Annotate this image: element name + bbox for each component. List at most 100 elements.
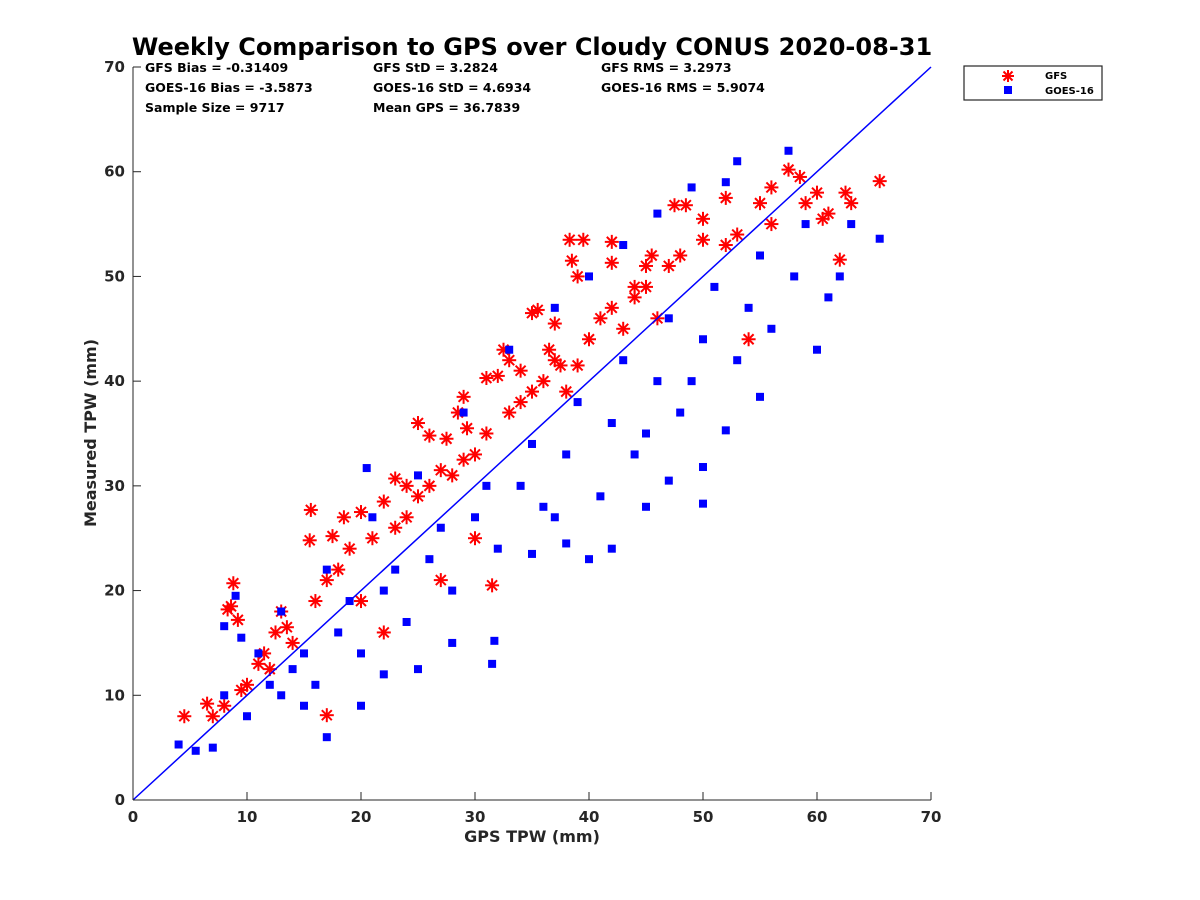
one-to-one-line	[132, 66, 932, 801]
goes16-point	[277, 691, 286, 700]
goes16-point	[699, 499, 707, 508]
gfs-point	[542, 342, 557, 357]
gfs-point	[479, 426, 494, 441]
gfs-point	[399, 478, 414, 493]
gfs-point	[764, 180, 779, 195]
gfs-point	[251, 656, 266, 671]
stat-goes-bias: GOES-16 Bias = -3.5873	[145, 80, 313, 95]
gfs-point	[604, 300, 619, 315]
gfs-point	[331, 562, 346, 577]
gfs-point	[411, 416, 425, 431]
y-tick-label: 50	[104, 267, 125, 285]
gfs-point	[303, 502, 318, 517]
goes16-point	[562, 539, 571, 548]
y-axis-ticks: 0 10 20 30 40 50 60 70	[104, 58, 141, 809]
gfs-point	[593, 311, 608, 326]
goes16-point	[756, 251, 764, 260]
gfs-point	[456, 389, 471, 404]
gfs-point	[547, 353, 562, 368]
goes16-point	[288, 665, 297, 674]
goes16-point	[607, 544, 616, 553]
goes16-point	[619, 356, 628, 365]
goes16-point	[801, 220, 810, 229]
goes16-point	[664, 314, 673, 323]
stat-goes-std: GOES-16 StD = 4.6934	[373, 80, 531, 95]
goes16-point	[653, 209, 662, 218]
stat-gfs-std: GFS StD = 3.2824	[373, 60, 498, 75]
goes16-point	[505, 345, 514, 354]
chart-title: Weekly Comparison to GPS over Cloudy CON…	[132, 33, 932, 61]
goes16-point	[362, 464, 371, 473]
legend: GFS GOES-16	[963, 65, 1103, 101]
gfs-point	[832, 252, 847, 267]
gfs-point	[872, 174, 887, 189]
gfs-point	[570, 358, 585, 373]
goes16-point	[243, 712, 251, 721]
gfs-point	[502, 353, 517, 368]
gfs-point	[490, 368, 505, 383]
goes16-point	[721, 178, 730, 187]
gfs-point	[576, 232, 591, 247]
goes16-point	[436, 523, 445, 532]
y-tick-label: 40	[104, 372, 125, 390]
gfs-series	[177, 162, 887, 724]
goes16-point	[596, 492, 605, 501]
gfs-point	[815, 211, 830, 226]
goes16-point	[824, 293, 833, 302]
gfs-point	[234, 683, 249, 698]
gfs-point	[764, 217, 779, 232]
goes16-point	[488, 659, 497, 668]
goes16-point	[357, 649, 365, 658]
goes16-point	[550, 303, 559, 312]
goes16-point	[573, 398, 582, 407]
goes16-point	[550, 513, 559, 522]
gfs-point	[226, 576, 241, 591]
gfs-point	[468, 531, 482, 546]
goes16-point	[448, 586, 457, 595]
gfs-point	[433, 573, 448, 588]
goes16-point	[528, 439, 536, 448]
legend-goes-label: GOES-16	[1045, 86, 1094, 97]
x-tick-label: 0	[128, 808, 138, 826]
gfs-point	[485, 578, 500, 593]
goes16-point	[630, 450, 639, 459]
gfs-point	[604, 234, 619, 249]
goes16-point	[300, 701, 308, 710]
gfs-point	[411, 489, 425, 504]
gfs-point	[388, 520, 403, 535]
goes16-point	[322, 733, 331, 742]
goes16-point	[699, 463, 707, 472]
goes16-point	[562, 450, 571, 459]
gfs-point	[285, 635, 300, 650]
gfs-point	[661, 258, 676, 273]
gfs-point	[844, 196, 859, 211]
gfs-point	[217, 698, 232, 713]
gfs-point	[325, 529, 340, 544]
goes16-point	[322, 565, 331, 574]
goes16-point	[664, 476, 673, 485]
gfs-point	[433, 463, 448, 478]
gfs-point	[468, 447, 482, 462]
goes16-point	[277, 607, 286, 616]
goes16-point	[459, 408, 468, 417]
goes16-point	[676, 408, 685, 417]
goes16-point	[357, 701, 365, 710]
gfs-point	[200, 696, 215, 711]
y-tick-label: 0	[115, 791, 125, 809]
goes16-point	[516, 481, 525, 490]
gfs-point	[502, 405, 517, 420]
goes16-point	[402, 617, 411, 626]
gfs-point	[667, 198, 682, 213]
legend-goes-marker	[1004, 86, 1012, 94]
goes16-point	[493, 544, 502, 553]
gfs-point	[718, 238, 733, 253]
goes16-point	[490, 636, 499, 645]
goes16-point	[585, 555, 593, 564]
gfs-point	[696, 211, 710, 226]
goes16-series	[174, 146, 884, 755]
gfs-point	[388, 471, 403, 486]
goes16-point	[425, 555, 434, 564]
gfs-point	[205, 709, 220, 724]
goes16-point	[607, 419, 616, 428]
goes16-point	[265, 680, 274, 689]
